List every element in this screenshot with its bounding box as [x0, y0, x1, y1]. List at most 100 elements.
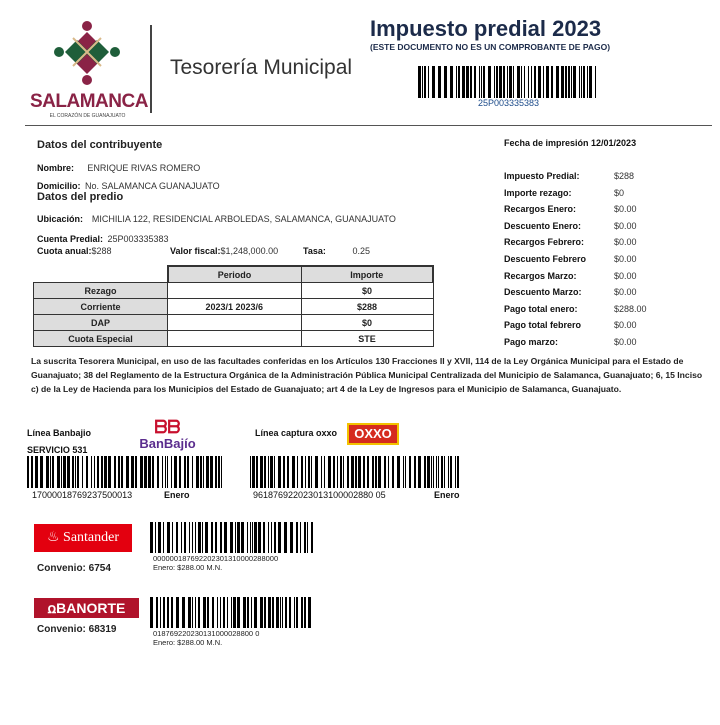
barcode-bar	[114, 456, 116, 488]
barcode-bar	[131, 456, 134, 488]
barcode-bar	[432, 66, 435, 98]
barcode-bar	[218, 456, 220, 488]
barcode-bar	[573, 66, 576, 98]
barcode-bar	[264, 597, 266, 628]
barcode-bar	[375, 456, 377, 488]
barcode-bar	[207, 597, 209, 628]
barcode-bar	[481, 66, 482, 98]
tasa-row: Tasa: 0.25	[303, 241, 370, 259]
barcode-bar	[290, 522, 293, 553]
tasa-value: 0.25	[352, 246, 371, 256]
barcode-bar	[157, 456, 159, 488]
barcode-bar	[196, 456, 199, 488]
barcode-bar	[77, 456, 79, 488]
barcode-bar	[474, 66, 476, 98]
barcode-bar	[509, 66, 512, 98]
barcode-bar	[167, 597, 169, 628]
barcode-bar	[444, 456, 445, 488]
barcode-bar	[176, 522, 178, 553]
row-importe: $0	[300, 282, 434, 299]
domicilio-label: Domicilio:	[37, 181, 81, 191]
barcode-bar	[347, 456, 349, 488]
barcode-bar	[250, 456, 251, 488]
oxxo-code: 961876922023013100002880 05	[253, 490, 386, 500]
barcode-bar	[568, 66, 570, 98]
barcode-bar	[94, 456, 95, 488]
barcode-bar	[223, 597, 225, 628]
table-row: Corriente 2023/1 2023/6 $288	[33, 298, 434, 315]
barcode-bar	[589, 66, 592, 98]
barcode-bar	[483, 66, 485, 98]
barcode-bar	[176, 597, 179, 628]
barcode-bar	[300, 522, 301, 553]
summary-row: Importe rezago: $0	[504, 188, 704, 205]
banorte-code: 018769220230131000028800 0	[153, 629, 260, 638]
barcode-bar	[171, 597, 173, 628]
row-importe: $0	[300, 314, 434, 331]
ubicacion-value: MICHILIA 122, RESIDENCIAL ARBOLEDAS, SAL…	[91, 214, 396, 224]
account-barcode-text: 25P003335383	[478, 98, 540, 108]
summary-label: Importe rezago:	[504, 187, 572, 198]
summary-value: $288.00	[614, 303, 647, 314]
valor-value: $1,248,000.00	[220, 246, 279, 256]
barcode-bar	[160, 597, 161, 628]
banorte-logo-text: BANORTE	[56, 600, 126, 616]
barcode-bar	[436, 456, 437, 488]
summary-label: Descuento Enero:	[504, 220, 582, 231]
summary-value: $0.00	[614, 253, 637, 264]
nombre-label: Nombre:	[37, 163, 75, 173]
barcode-bar	[424, 66, 426, 98]
ubicacion-row: Ubicación: MICHILIA 122, RESIDENCIAL ARB…	[37, 209, 396, 227]
barcode-bar	[35, 456, 38, 488]
nombre-row: Nombre: ENRIQUE RIVAS ROMERO	[37, 158, 200, 176]
santander-logo-text: Santander	[63, 530, 120, 545]
summary-label: Pago total enero:	[504, 303, 578, 314]
row-periodo	[167, 330, 302, 347]
row-periodo	[167, 282, 302, 299]
barcode-bar	[528, 66, 529, 98]
barcode-bar	[206, 456, 209, 488]
header-rule	[25, 125, 712, 126]
legal-text: La suscrita Tesorera Municipal, en uso d…	[31, 356, 703, 394]
barcode-bar	[543, 66, 544, 98]
barcode-bar	[256, 456, 258, 488]
barcode-bar	[189, 522, 190, 553]
santander-flame-icon: ♨	[46, 530, 64, 545]
oxxo-month: Enero	[434, 490, 460, 500]
barcode-bar	[63, 456, 66, 488]
table-header: Periodo	[166, 265, 302, 283]
summary-value: $288	[614, 171, 635, 181]
summary-value: $0.00	[614, 270, 637, 281]
barcode-bar	[52, 456, 54, 488]
barcode-bar	[67, 456, 70, 488]
barcode-bar	[252, 456, 255, 488]
banbajio-logo: ᗷᗷ BanBajío	[135, 418, 200, 451]
banorte-emblem-icon: ꭥ	[47, 600, 57, 616]
barcode-bar	[282, 597, 283, 628]
barcode-bar	[258, 522, 261, 553]
barcode-bar	[182, 597, 185, 628]
barcode-bar	[308, 597, 311, 628]
banbajio-logo-text: BanBajío	[139, 436, 196, 451]
header-divider	[150, 25, 152, 113]
logo-text: SALAMANCA	[30, 91, 148, 112]
barcode-bar	[466, 66, 469, 98]
barcode-bar	[308, 456, 310, 488]
banbajio-label: Línea Banbajio	[27, 428, 92, 438]
barcode-bar	[534, 66, 536, 98]
barcode-bar	[260, 456, 263, 488]
barcode-bar	[287, 456, 289, 488]
santander-code: 000000187692202301310000288000	[153, 554, 279, 563]
tasa-label: Tasa:	[303, 246, 326, 256]
barcode-bar	[198, 522, 201, 553]
barcode-bar	[441, 456, 443, 488]
table-row: Rezago $0	[33, 282, 434, 299]
document-title: Impuesto predial 2023	[370, 16, 602, 41]
barcode-bar	[212, 597, 214, 628]
barcode-bar	[165, 456, 166, 488]
barcode-bar	[296, 522, 298, 553]
summary-row: Recargos Febrero: $0.00	[504, 237, 704, 254]
barcode-bar	[254, 522, 257, 553]
cuota-label: Cuota anual:	[37, 246, 92, 256]
barcode-bar	[158, 522, 161, 553]
